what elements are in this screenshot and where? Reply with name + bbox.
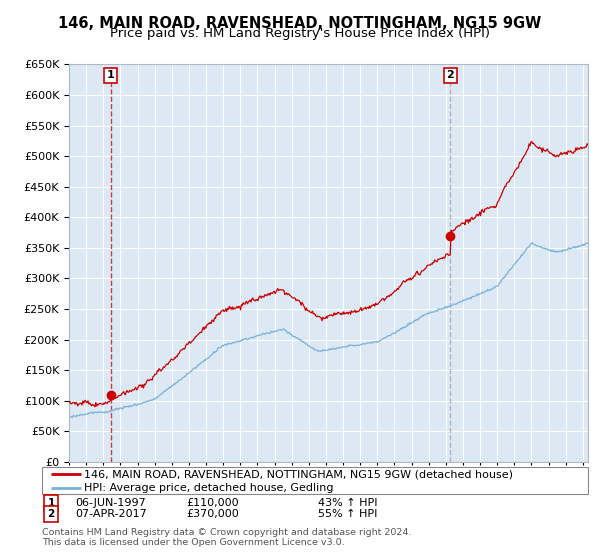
Text: £370,000: £370,000 — [186, 509, 239, 519]
Text: £110,000: £110,000 — [186, 498, 239, 508]
Text: 07-APR-2017: 07-APR-2017 — [75, 509, 147, 519]
Text: 2: 2 — [47, 509, 55, 519]
Text: HPI: Average price, detached house, Gedling: HPI: Average price, detached house, Gedl… — [84, 483, 334, 493]
Text: 1: 1 — [107, 71, 115, 81]
Text: Price paid vs. HM Land Registry's House Price Index (HPI): Price paid vs. HM Land Registry's House … — [110, 27, 490, 40]
Text: 06-JUN-1997: 06-JUN-1997 — [75, 498, 146, 508]
Text: This data is licensed under the Open Government Licence v3.0.: This data is licensed under the Open Gov… — [42, 538, 344, 547]
Text: Contains HM Land Registry data © Crown copyright and database right 2024.: Contains HM Land Registry data © Crown c… — [42, 528, 412, 537]
Text: 146, MAIN ROAD, RAVENSHEAD, NOTTINGHAM, NG15 9GW: 146, MAIN ROAD, RAVENSHEAD, NOTTINGHAM, … — [58, 16, 542, 31]
Text: 2: 2 — [446, 71, 454, 81]
Text: 55% ↑ HPI: 55% ↑ HPI — [318, 509, 377, 519]
Text: 43% ↑ HPI: 43% ↑ HPI — [318, 498, 377, 508]
Text: 146, MAIN ROAD, RAVENSHEAD, NOTTINGHAM, NG15 9GW (detached house): 146, MAIN ROAD, RAVENSHEAD, NOTTINGHAM, … — [84, 469, 513, 479]
Text: 1: 1 — [47, 498, 55, 508]
